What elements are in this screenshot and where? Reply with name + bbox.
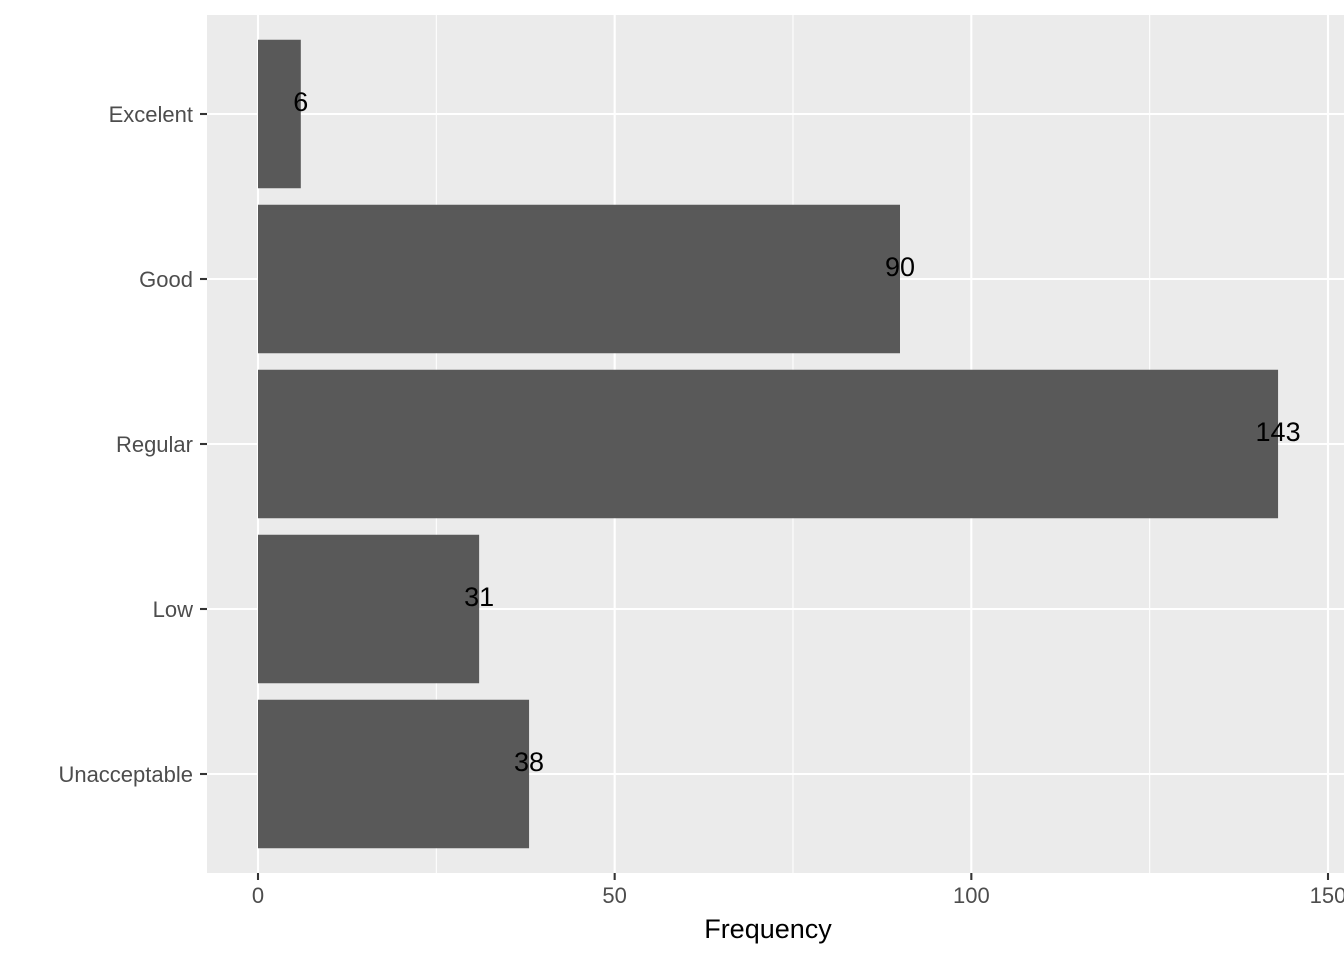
x-tick-label: 100: [953, 883, 990, 908]
x-axis: 0 50 100 150: [252, 873, 1344, 908]
y-tick-label: Low: [153, 597, 193, 622]
bar-excelent: [258, 39, 301, 189]
y-tick-label: Regular: [116, 432, 193, 457]
data-label-good: 90: [885, 252, 915, 282]
bar-low: [258, 534, 480, 684]
x-tick-label: 150: [1310, 883, 1344, 908]
x-axis-title: Frequency: [704, 914, 832, 944]
x-tick-label: 50: [602, 883, 626, 908]
x-tick-label: 0: [252, 883, 264, 908]
bar-regular: [258, 369, 1279, 519]
y-axis: Unacceptable Low Regular Good Excelent: [58, 102, 207, 787]
data-label-excelent: 6: [293, 87, 308, 117]
data-label-low: 31: [464, 582, 494, 612]
y-tick-label: Unacceptable: [58, 762, 193, 787]
data-label-unacceptable: 38: [514, 747, 544, 777]
bars: [258, 39, 1279, 849]
data-label-regular: 143: [1256, 417, 1301, 447]
data-labels: 38 31 143 90 6: [293, 87, 1300, 777]
bar-good: [258, 204, 900, 354]
y-tick-label: Good: [139, 267, 193, 292]
bar-unacceptable: [258, 699, 530, 849]
y-tick-label: Excelent: [109, 102, 193, 127]
